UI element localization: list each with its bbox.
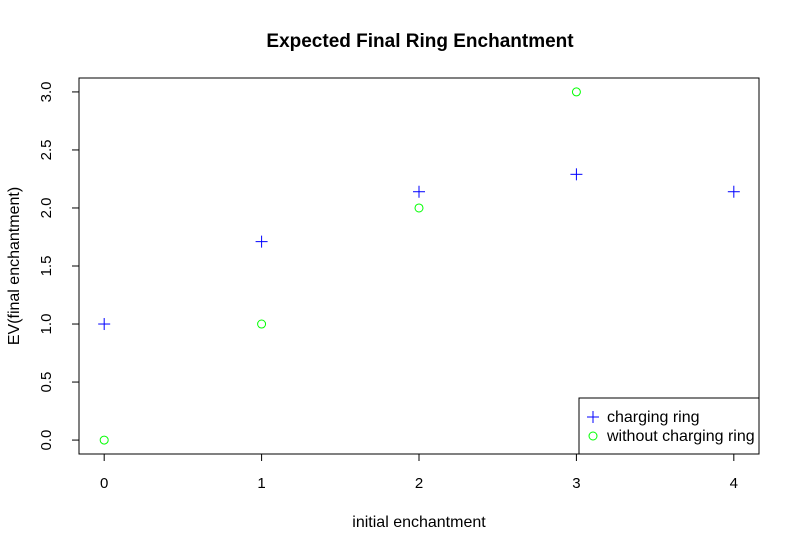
charging-ring-point	[98, 318, 111, 331]
y-tick-label: 3.0	[38, 81, 55, 102]
legend-box	[578, 397, 760, 455]
y-tick-label: 1.5	[38, 256, 55, 277]
y-tick-label: 1.0	[38, 314, 55, 335]
x-tick-label: 4	[730, 475, 738, 492]
data-points	[98, 87, 740, 445]
y-tick-label: 0.0	[38, 430, 55, 451]
without-charging-ring-point	[99, 435, 109, 445]
charging-ring-point	[727, 185, 740, 198]
x-tick-label: 2	[415, 475, 423, 492]
x-tick-label: 1	[257, 475, 265, 492]
charging-ring-point	[255, 235, 268, 248]
y-axis-label: EV(final enchantment)	[6, 187, 23, 345]
legend: charging ring without charging ring	[578, 397, 760, 455]
x-axis: 0 1 2 3 4	[100, 453, 738, 492]
legend-marker	[588, 431, 598, 441]
charging-ring-point	[570, 168, 583, 181]
y-tick-label: 2.5	[38, 140, 55, 161]
y-tick-label: 0.5	[38, 372, 55, 393]
x-axis-label: initial enchantment	[352, 514, 486, 531]
x-tick-label: 0	[100, 475, 108, 492]
without-charging-ring-point	[257, 319, 267, 329]
x-tick-label: 3	[572, 475, 580, 492]
legend-label: charging ring	[607, 409, 700, 426]
without-charging-ring-point	[571, 87, 581, 97]
y-axis: 0.0 0.5 1.0 1.5 2.0 2.5 3.0	[38, 81, 80, 451]
legend-marker	[587, 411, 599, 423]
legend-label: without charging ring	[606, 428, 755, 445]
charging-ring-point	[413, 185, 425, 198]
without-charging-ring-point	[414, 203, 424, 213]
y-tick-label: 2.0	[38, 198, 55, 219]
chart-title: Expected Final Ring Enchantment	[266, 31, 574, 52]
